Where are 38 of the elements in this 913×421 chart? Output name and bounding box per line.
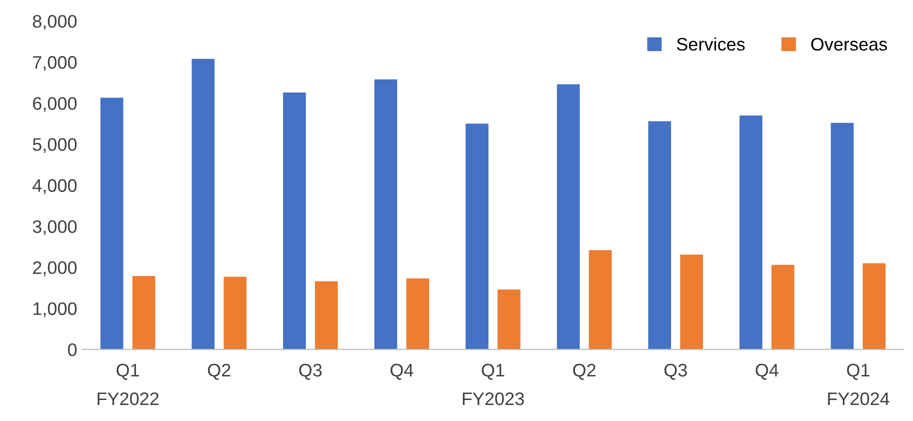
bar [588, 250, 612, 350]
y-tick-label: 5,000 [32, 138, 77, 154]
bar [283, 92, 306, 350]
bar [648, 121, 672, 350]
x-tick-label: Q4 [390, 364, 414, 380]
bar [374, 79, 398, 350]
bar [100, 98, 124, 350]
y-tick-label: 1,000 [34, 302, 77, 318]
x-tick-label: Q3 [664, 364, 687, 380]
y-tick-label: 3,000 [32, 220, 77, 236]
bar [771, 264, 794, 350]
x-tick-label: Q3 [299, 364, 322, 380]
bar [862, 263, 886, 350]
y-tick-label: 7,000 [33, 56, 77, 71]
x-tick-label: Q2 [573, 364, 596, 380]
x-tick-label: Q1 FY2024 [828, 364, 890, 406]
x-tick-label: Q1 FY2022 [98, 364, 159, 406]
bar [680, 254, 704, 350]
x-tick-label: Q4 [756, 364, 778, 380]
bar [192, 58, 215, 350]
bar [224, 276, 247, 350]
bar [740, 115, 762, 350]
y-tick-label: 6,000 [33, 97, 77, 112]
bar [556, 84, 580, 350]
y-tick-label: 4,000 [32, 179, 77, 194]
x-tick-label: Q1 FY2023 [462, 364, 524, 406]
bar [406, 278, 430, 350]
legend-label: Overseas [811, 38, 887, 51]
bar [132, 276, 156, 350]
y-tick-label: 8,000 [32, 14, 77, 30]
x-tick-label: Q2 [208, 364, 230, 380]
bar [314, 281, 338, 350]
legend-label: Services [676, 37, 745, 51]
bar [466, 124, 488, 350]
bar [830, 122, 854, 350]
y-tick-label: 0 [68, 343, 77, 356]
bar [498, 290, 520, 350]
y-tick-label: 2,000 [33, 261, 77, 276]
